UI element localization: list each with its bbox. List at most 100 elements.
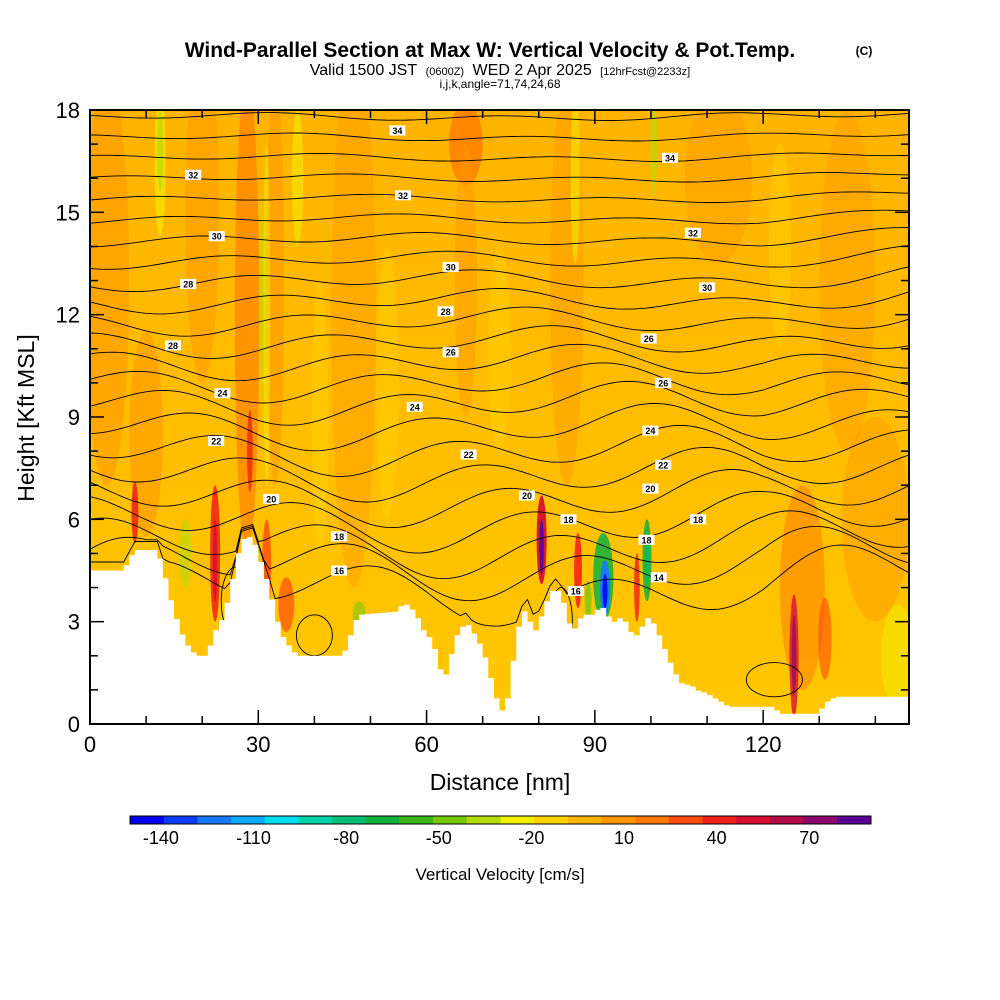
grid-indices: i,j,k,angle=71,74,24,68 bbox=[439, 77, 560, 91]
colorbar-swatch bbox=[736, 816, 771, 824]
contour-label-bg bbox=[395, 190, 411, 201]
y-tick-label: 18 bbox=[56, 98, 80, 123]
velocity-feature bbox=[131, 481, 139, 544]
x-tick-label: 30 bbox=[246, 732, 270, 757]
isentrope bbox=[90, 469, 909, 529]
isentrope bbox=[90, 287, 909, 315]
isentrope bbox=[90, 132, 909, 142]
valid-time-line: Valid 1500 JST (0600Z) WED 2 Apr 2025 [1… bbox=[310, 62, 690, 79]
contour-label: 32 bbox=[685, 227, 701, 238]
colorbar-swatch bbox=[567, 816, 603, 824]
contour-label-text: 18 bbox=[563, 515, 573, 525]
contour-label: 24 bbox=[642, 425, 659, 436]
contour-label-bg bbox=[699, 282, 716, 293]
colorbar-swatch bbox=[769, 816, 805, 824]
velocity-feature bbox=[881, 604, 909, 707]
colorbar-swatch bbox=[197, 816, 232, 824]
contour-label-text: 20 bbox=[522, 491, 532, 501]
colorbar-swatch bbox=[668, 816, 704, 824]
colorbar-swatch bbox=[500, 816, 535, 824]
contour-label-text: 26 bbox=[644, 334, 654, 344]
axis-ticks bbox=[89, 109, 909, 725]
colorbar-swatch bbox=[264, 816, 299, 824]
contour-label-text: 28 bbox=[168, 341, 178, 351]
contour-label: 34 bbox=[662, 152, 678, 163]
contour-label: 28 bbox=[180, 279, 197, 290]
velocity-feature bbox=[570, 110, 580, 264]
x-axis-label: Distance [nm] bbox=[430, 769, 571, 795]
contour-label-bg bbox=[662, 152, 678, 163]
colorbar-swatch bbox=[231, 816, 266, 824]
contour-label-text: 22 bbox=[658, 460, 668, 470]
colorbar-tick-label: -20 bbox=[518, 828, 544, 848]
contour-label-text: 26 bbox=[658, 378, 668, 388]
contour-label: 28 bbox=[165, 340, 181, 351]
contour-label-bg bbox=[180, 279, 197, 289]
contour-label-text: 22 bbox=[211, 436, 221, 446]
colorbar-label: Vertical Velocity [cm/s] bbox=[415, 865, 584, 884]
contour-label-bg bbox=[567, 586, 584, 596]
contour-label-text: 18 bbox=[641, 535, 651, 545]
velocity-feature bbox=[90, 110, 130, 486]
velocity-feature bbox=[247, 410, 253, 492]
velocity-feature bbox=[768, 144, 792, 349]
contour-label: 18 bbox=[638, 534, 655, 545]
contour-label: 20 bbox=[642, 483, 659, 494]
valid-date: WED 2 Apr 2025 bbox=[473, 62, 592, 79]
contour-label-bg bbox=[642, 483, 659, 494]
contour-label: 22 bbox=[655, 459, 672, 470]
contour-label-text: 16 bbox=[334, 566, 344, 576]
contour-label: 22 bbox=[208, 435, 225, 446]
isentrope bbox=[90, 446, 909, 503]
contour-label-bg bbox=[389, 125, 406, 136]
colorbar-tick-label: 10 bbox=[614, 828, 634, 848]
velocity-feature bbox=[574, 533, 582, 608]
isentrope-closed bbox=[745, 662, 803, 698]
contour-label-bg bbox=[519, 490, 535, 501]
contour-label-text: 24 bbox=[217, 389, 227, 399]
colorbar-tick-label: -50 bbox=[426, 828, 452, 848]
y-tick-labels: 0 3 6 9 12 15 18 bbox=[56, 98, 80, 737]
contour-label-bg bbox=[442, 261, 459, 272]
colorbar-swatch bbox=[130, 816, 165, 824]
contour-label: 28 bbox=[437, 306, 454, 317]
velocity-feature bbox=[129, 331, 163, 537]
isentrope bbox=[90, 266, 909, 293]
contour-label: 14 bbox=[650, 572, 667, 583]
contour-label-text: 20 bbox=[645, 484, 655, 494]
velocity-feature bbox=[645, 536, 649, 585]
x-tick-label: 0 bbox=[84, 732, 96, 757]
contour-label-text: 18 bbox=[334, 532, 344, 542]
isentrope bbox=[90, 191, 909, 203]
isentrope bbox=[90, 152, 909, 162]
velocity-feature bbox=[178, 519, 193, 588]
velocity-feature bbox=[819, 110, 876, 452]
velocity-feature bbox=[157, 110, 163, 192]
isentrope bbox=[90, 343, 909, 382]
copyright-mark: (C) bbox=[856, 44, 873, 58]
contour-label-text: 28 bbox=[441, 307, 451, 317]
contour-label: 26 bbox=[442, 347, 459, 358]
isentrope bbox=[90, 403, 909, 452]
contour-label-bg bbox=[263, 493, 280, 504]
contour-label-text: 16 bbox=[571, 587, 581, 597]
velocity-feature bbox=[331, 110, 377, 588]
colorbar-swatch bbox=[534, 816, 569, 824]
velocity-feature bbox=[841, 417, 909, 622]
colorbar-swatch bbox=[365, 816, 400, 824]
contour-label-text: 14 bbox=[654, 573, 664, 583]
colorbar-swatch bbox=[803, 816, 838, 824]
velocity-feature bbox=[539, 519, 544, 574]
y-tick-label: 12 bbox=[56, 303, 80, 328]
contour-label: 26 bbox=[655, 377, 672, 388]
contour-label: 30 bbox=[208, 231, 225, 242]
velocity-feature bbox=[278, 577, 295, 632]
isentrope bbox=[90, 172, 909, 183]
colorbar-tick-label: 40 bbox=[707, 828, 727, 848]
contour-label-bg bbox=[638, 534, 655, 545]
velocity-feature bbox=[818, 597, 832, 680]
colorbar-tick-label: -140 bbox=[143, 828, 179, 848]
contour-label-bg bbox=[185, 169, 202, 180]
contour-label: 20 bbox=[519, 490, 535, 501]
